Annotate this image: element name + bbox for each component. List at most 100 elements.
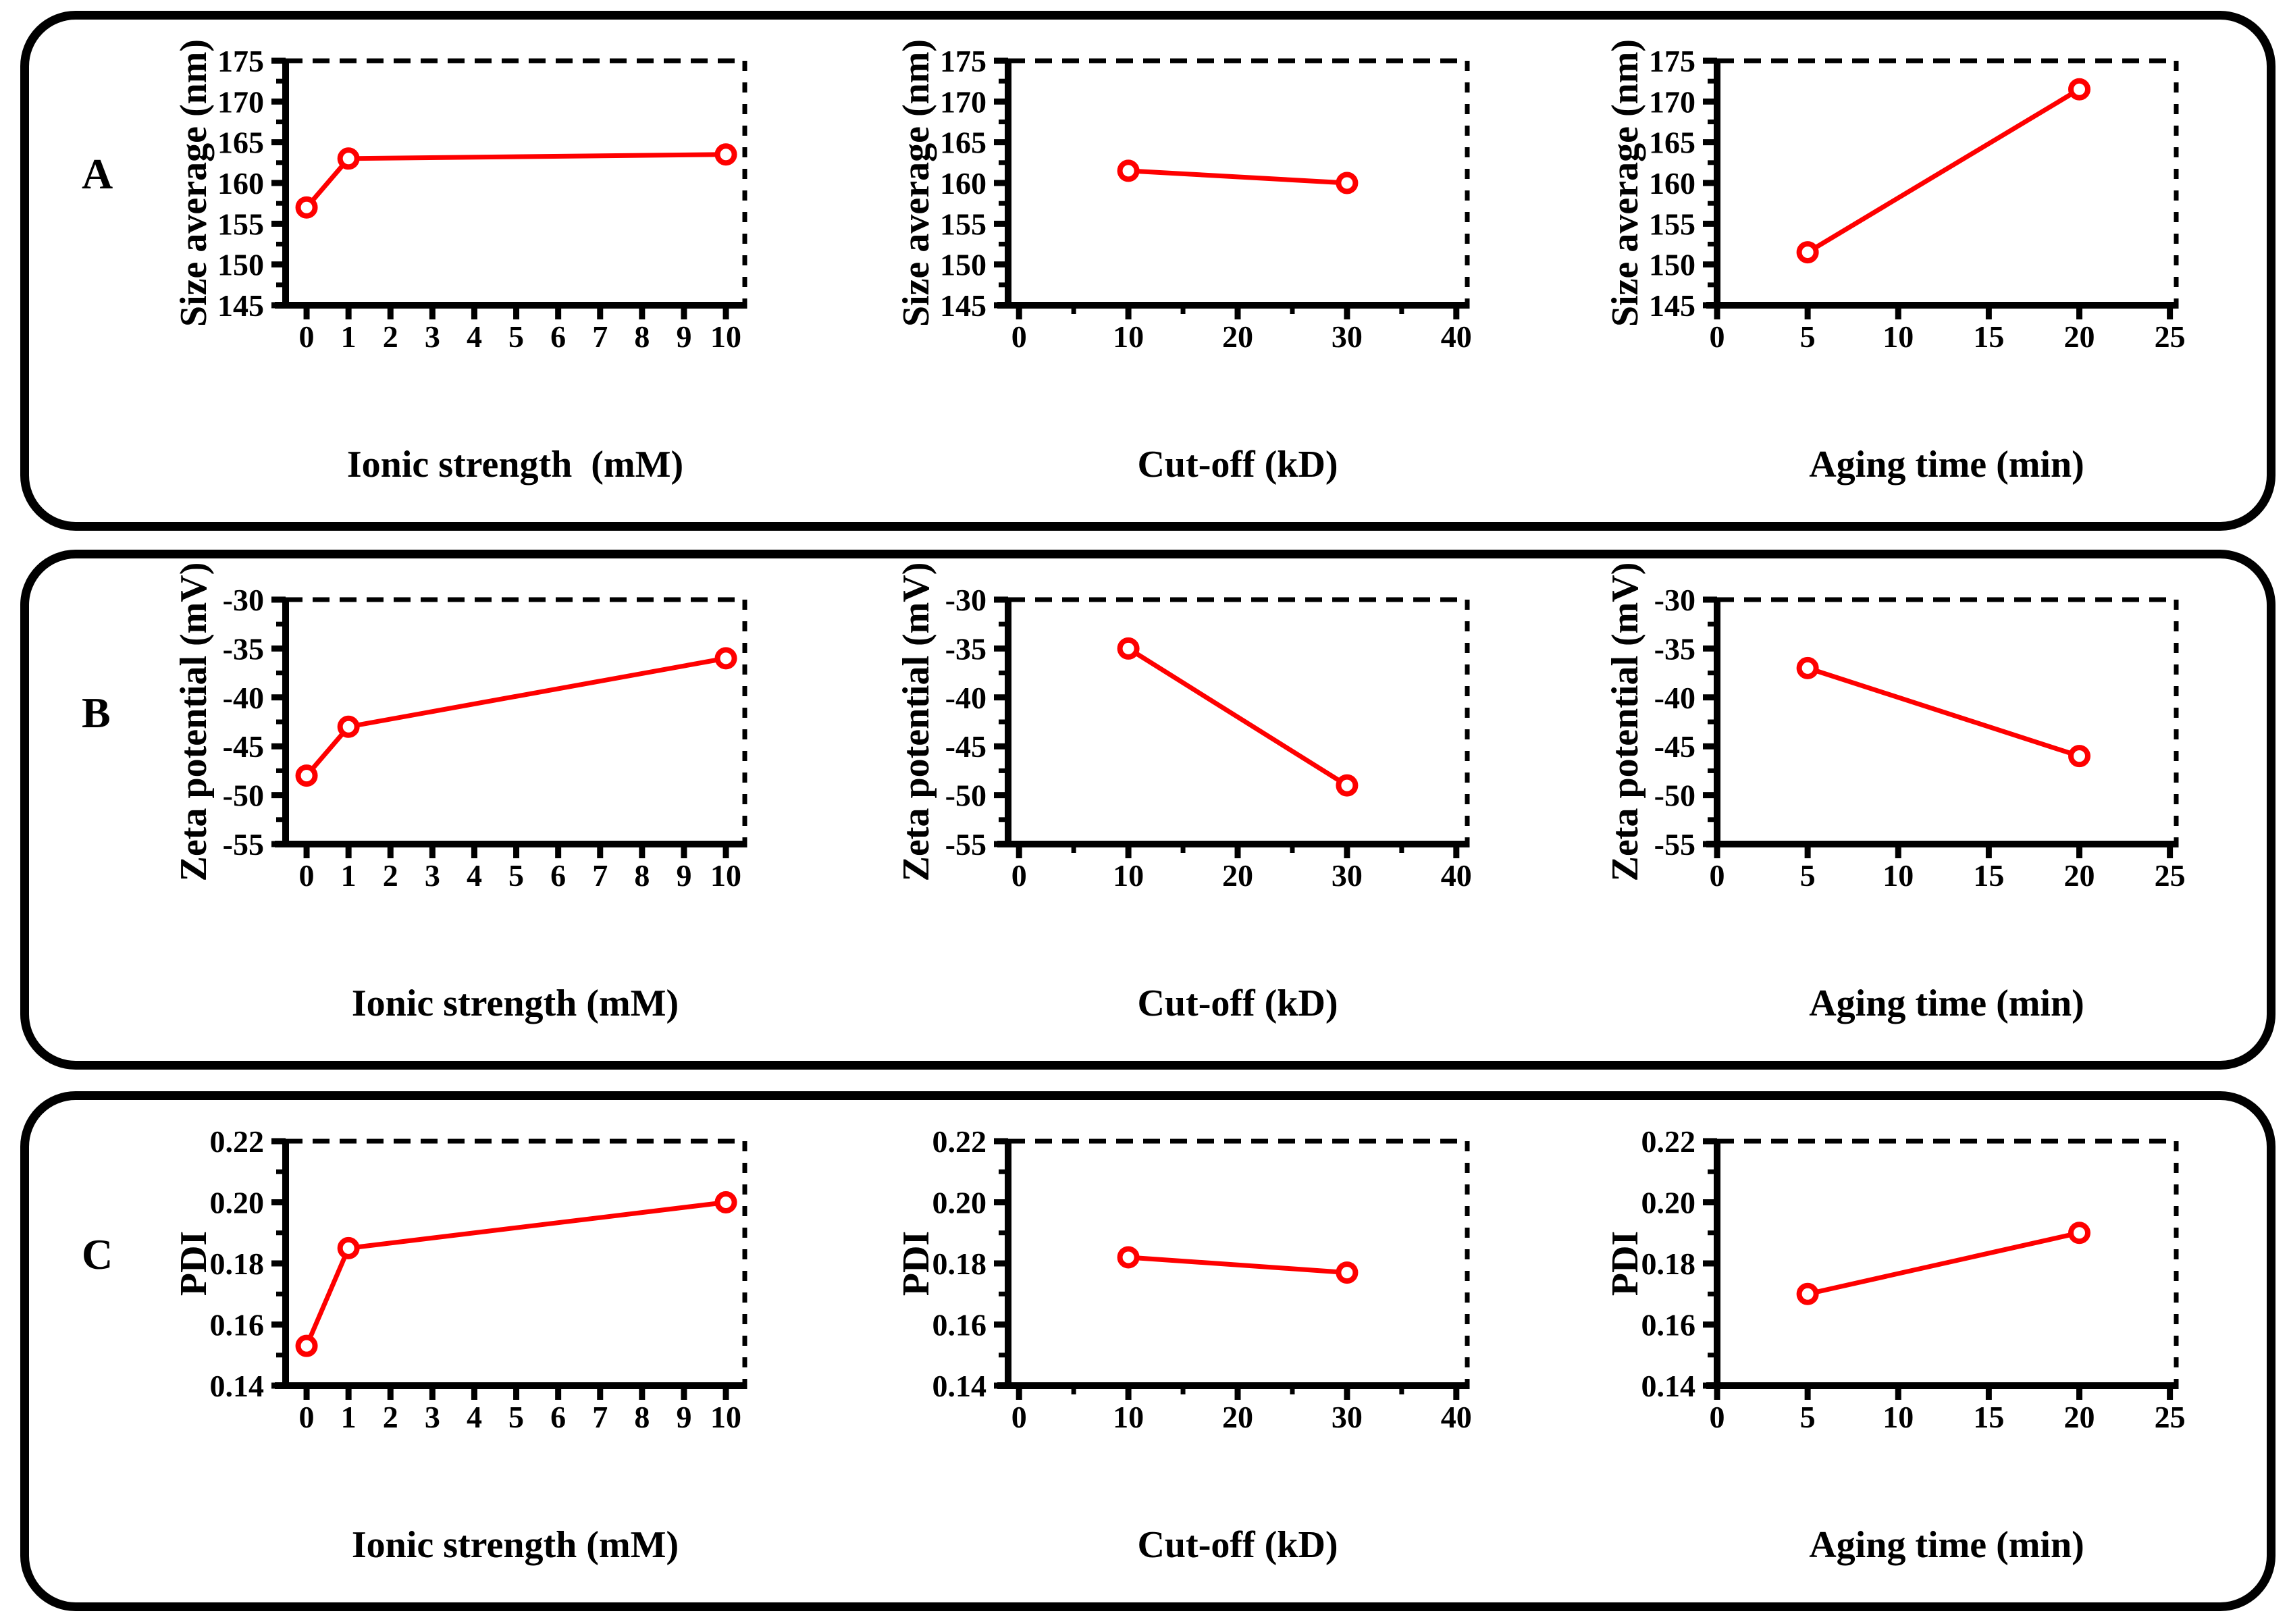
- x-tick-label: 25: [2155, 319, 2186, 354]
- x-tick-label: 20: [2063, 858, 2095, 893]
- x-tick-label: 5: [1800, 319, 1816, 354]
- y-tick-label: 0.14: [210, 1369, 265, 1403]
- x-tick-label: 2: [383, 858, 398, 893]
- data-point-marker: [337, 715, 360, 738]
- data-line: [304, 1200, 727, 1347]
- x-tick-label: 10: [1883, 1400, 1914, 1434]
- x-tick-label: 10: [710, 858, 741, 893]
- x-tick-label: 10: [1113, 858, 1144, 893]
- data-point-marker: [337, 1236, 360, 1259]
- y-tick-label: -40: [1654, 681, 1695, 715]
- data-point-marker: [1796, 1282, 1819, 1305]
- x-tick-label: 8: [634, 1400, 650, 1434]
- panel-b: B -55 -50 -45 -40 -35 -30 0 1 2 3 4 5 6 7 8 9 10 Zeta pot…: [20, 550, 2275, 1070]
- x-tick-label: 0: [1011, 858, 1027, 893]
- x-tick-label: 20: [1222, 858, 1253, 893]
- x-tick-label: 15: [1973, 1400, 2004, 1434]
- y-tick-label: 175: [1649, 44, 1695, 78]
- x-tick-label: 40: [1441, 319, 1472, 354]
- x-tick-label: 15: [1973, 858, 2004, 893]
- y-tick-label: 0.22: [210, 1124, 265, 1159]
- x-tick-label: 2: [383, 319, 398, 354]
- y-tick-label: 160: [1649, 166, 1695, 201]
- plot-size-vs-ionic-strength: 145 150 155 160 165 170 175 0 1 2 3 4 5 6 7 8 9 10 Size av…: [173, 39, 747, 486]
- y-tick-label: 145: [940, 288, 986, 323]
- data-point-marker: [295, 764, 318, 787]
- y-axis-title: Zeta potential (mV): [895, 562, 937, 882]
- x-tick-label: 4: [467, 1400, 482, 1434]
- y-tick-label: 165: [940, 126, 986, 160]
- y-tick-label: 0.18: [210, 1247, 265, 1281]
- x-tick-label: 40: [1441, 858, 1472, 893]
- y-axis-title: Zeta potential (mV): [1604, 562, 1646, 882]
- data-point-marker: [337, 147, 360, 170]
- x-tick-label: 0: [299, 319, 315, 354]
- y-tick-label: 165: [217, 126, 264, 160]
- data-point-marker: [1796, 241, 1819, 264]
- x-axis-title: Aging time (min): [1809, 444, 2084, 486]
- y-tick-label: 170: [940, 84, 986, 119]
- y-tick-label: 145: [1649, 288, 1695, 323]
- x-tick-label: 3: [425, 319, 440, 354]
- x-tick-label: 5: [1800, 1400, 1816, 1434]
- panel-label-b: B: [82, 689, 111, 737]
- data-point-marker: [1117, 637, 1140, 660]
- y-tick-label: 0.18: [932, 1247, 987, 1281]
- y-tick-label: 145: [217, 288, 264, 323]
- x-tick-label: 9: [676, 858, 691, 893]
- x-tick-label: 10: [1113, 319, 1144, 354]
- y-tick-label: -55: [223, 827, 264, 862]
- x-axis-title: Ionic strength (mM): [352, 1524, 679, 1566]
- x-axis-title: Cut-off (kD): [1137, 1524, 1338, 1566]
- data-point-marker: [714, 1191, 737, 1213]
- plot-size-vs-cutoff: 145 150 155 160 165 170 175 0 10 20 30 40 Size avera…: [895, 39, 1472, 486]
- x-axis-title: Cut-off (kD): [1137, 444, 1338, 486]
- x-tick-label: 30: [1332, 858, 1363, 893]
- y-tick-label: 0.14: [1641, 1369, 1696, 1403]
- x-tick-label: 3: [425, 858, 440, 893]
- data-point-marker: [2068, 745, 2090, 768]
- y-tick-label: 155: [940, 207, 986, 241]
- x-tick-label: 1: [341, 858, 357, 893]
- data-line: [305, 656, 727, 777]
- y-tick-label: 165: [1649, 126, 1695, 160]
- y-tick-label: 170: [1649, 84, 1695, 119]
- y-tick-label: 0.20: [932, 1186, 987, 1220]
- x-axis-title: Cut-off (kD): [1137, 983, 1338, 1024]
- x-tick-label: 10: [1883, 319, 1914, 354]
- y-tick-label: 0.20: [1641, 1186, 1696, 1220]
- plot-zeta-vs-cutoff: -55 -50 -45 -40 -35 -30 0 10 20 30 40 Zeta potentia…: [895, 562, 1472, 1024]
- x-tick-label: 40: [1441, 1400, 1472, 1434]
- plot-pdi-vs-ionic-strength: 0.14 0.16 0.18 0.20 0.22 0 1 2 3 4 5 6 7 8 9 10 PDI Ionic…: [173, 1124, 747, 1566]
- x-tick-label: 1: [341, 1400, 357, 1434]
- y-tick-label: 155: [217, 207, 264, 241]
- y-axis-title: PDI: [895, 1231, 937, 1296]
- y-tick-label: 170: [217, 84, 264, 119]
- y-tick-label: 0.16: [1641, 1308, 1696, 1342]
- x-tick-label: 2: [383, 1400, 398, 1434]
- x-tick-label: 10: [710, 319, 741, 354]
- x-tick-label: 10: [710, 1400, 741, 1434]
- data-point-marker: [714, 647, 737, 670]
- data-point-marker: [714, 143, 737, 166]
- data-line: [1806, 87, 2081, 255]
- plot-zeta-vs-aging-time: -55 -50 -45 -40 -35 -30 0 5 10 15 20 25 Zeta potenti…: [1604, 562, 2186, 1024]
- plot-zeta-vs-ionic-strength: -55 -50 -45 -40 -35 -30 0 1 2 3 4 5 6 7 8 9 10 Zeta poten…: [173, 562, 747, 1024]
- y-tick-label: -55: [1654, 827, 1695, 862]
- y-tick-label: 160: [217, 166, 264, 201]
- x-tick-label: 9: [676, 1400, 691, 1434]
- x-tick-label: 10: [1113, 1400, 1144, 1434]
- x-tick-label: 20: [2063, 319, 2095, 354]
- x-tick-label: 5: [1800, 858, 1816, 893]
- x-tick-label: 25: [2155, 858, 2186, 893]
- data-point-marker: [1796, 656, 1819, 679]
- x-tick-label: 4: [467, 319, 482, 354]
- x-tick-label: 20: [2063, 1400, 2095, 1434]
- panel-b-plots: -55 -50 -45 -40 -35 -30 0 1 2 3 4 5 6 7 8 9 10 Zeta poten…: [29, 558, 2267, 1061]
- y-tick-label: -40: [223, 681, 264, 715]
- y-tick-label: 0.20: [210, 1186, 265, 1220]
- plot-pdi-vs-aging-time: 0.14 0.16 0.18 0.20 0.22 0 5 10 15 20 25 PDI Aging t…: [1604, 1124, 2186, 1566]
- data-point-marker: [1117, 159, 1140, 182]
- data-point-marker: [2068, 78, 2090, 101]
- x-tick-label: 9: [676, 319, 691, 354]
